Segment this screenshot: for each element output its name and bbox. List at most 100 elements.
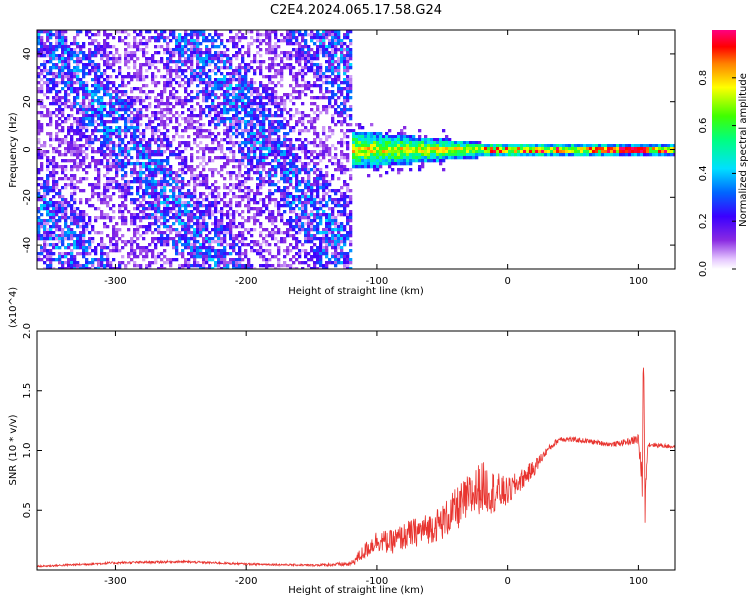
spectrogram-cell: [331, 54, 335, 58]
spectrogram-cell: [238, 249, 242, 253]
spectrogram-cell: [337, 252, 341, 256]
spectrogram-cell: [316, 261, 320, 265]
spectrogram-cell: [79, 126, 83, 130]
spectrogram-cell: [88, 138, 92, 142]
spectrogram-cell: [40, 54, 44, 58]
spectrogram-cell: [67, 183, 71, 187]
spectrogram-cell: [217, 57, 221, 61]
spectrogram-cell: [106, 57, 110, 61]
spectrogram-cell: [181, 195, 185, 199]
spectrogram-cell: [271, 264, 275, 268]
spectrogram-cell: [196, 210, 200, 214]
spectrogram-cell: [142, 213, 146, 217]
spectrogram-cell: [145, 114, 149, 118]
spectrogram-cell: [265, 228, 269, 232]
spectrogram-cell: [301, 204, 305, 208]
spectrogram-cell: [259, 192, 263, 196]
spectrogram-cell: [109, 261, 113, 265]
spectrogram-cell: [208, 48, 212, 52]
spectrogram-cell: [241, 36, 245, 40]
spectrogram-cell: [166, 171, 170, 175]
spectrogram-cell: [307, 33, 311, 37]
spectrogram-cell: [214, 261, 218, 265]
spectrogram-cell: [136, 78, 140, 82]
spectrogram-cell: [148, 195, 152, 199]
spectrogram-cell: [247, 141, 251, 145]
spectrogram-cell: [115, 240, 119, 244]
spectrogram-cell: [202, 246, 206, 250]
spectrogram-cell: [238, 93, 242, 97]
spectrogram-cell: [121, 150, 125, 154]
spectrogram-cell: [313, 204, 317, 208]
spectrogram-cell: [322, 192, 326, 196]
spectrogram-cell: [43, 63, 47, 67]
spectrogram-cell: [40, 150, 44, 154]
spectrogram-cell: [193, 249, 197, 253]
spectrogram-cell: [184, 39, 188, 43]
spectrogram-cell: [310, 222, 314, 226]
spectrogram-cell: [343, 195, 347, 199]
spectrogram-cell: [64, 177, 68, 181]
spectrogram-cell: [277, 228, 281, 232]
spectrogram-cell: [235, 252, 239, 256]
spectrogram-cell: [97, 258, 101, 262]
spectrogram-cell: [313, 96, 317, 100]
spectrogram-cell: [97, 177, 101, 181]
spectrogram-cell: [217, 219, 221, 223]
spectrogram-cell: [265, 129, 269, 133]
spectrogram-cell: [322, 237, 326, 241]
spectrogram-cell: [229, 258, 233, 262]
spectrogram-cell: [217, 264, 221, 268]
spectrogram-cell: [232, 195, 236, 199]
spectrogram-cell: [268, 75, 272, 79]
spectrogram-cell: [193, 213, 197, 217]
spectrogram-cell: [148, 153, 152, 157]
spectrogram-cell: [331, 213, 335, 217]
spectrogram-cell: [67, 231, 71, 235]
spectrogram-cell: [61, 213, 65, 217]
spectrogram-cell: [130, 102, 134, 106]
spectrogram-cell: [259, 42, 263, 46]
spectrogram-cell: [331, 69, 335, 73]
spectrogram-cell: [88, 243, 92, 247]
spectrogram-cell: [46, 96, 50, 100]
spectrogram-cell: [202, 123, 206, 127]
spectrogram-cell: [94, 138, 98, 142]
spectrogram-cell: [94, 90, 98, 94]
spectrogram-cell: [211, 237, 215, 241]
spectrogram-cell: [58, 138, 62, 142]
spectrogram-cell: [118, 108, 122, 112]
spectrogram-cell: [172, 216, 176, 220]
spectrogram-cell: [106, 132, 110, 136]
spectrogram-cell: [259, 93, 263, 97]
spectrogram-cell: [163, 180, 167, 184]
spectrogram-cell: [88, 141, 92, 145]
spectrogram-cell: [178, 186, 182, 190]
spectrogram-cell: [247, 90, 251, 94]
spectrogram-cell: [187, 120, 191, 124]
spectrogram-cell: [196, 249, 200, 253]
spectrogram-cell: [298, 213, 302, 217]
spectrogram-cell: [259, 234, 263, 238]
spectrogram-cell: [187, 117, 191, 121]
spectrogram-cell: [61, 45, 65, 49]
spectrogram-cell: [250, 234, 254, 238]
spectrogram-cell: [67, 150, 71, 154]
spectrogram-cell: [178, 135, 182, 139]
spectrogram-cell: [214, 234, 218, 238]
spectrogram-cell: [55, 147, 59, 151]
spectrogram-cell: [112, 180, 116, 184]
spectrogram-cell: [295, 138, 299, 142]
spectrogram-cell: [103, 63, 107, 67]
spectrogram-cell: [88, 69, 92, 73]
spectrogram-cell: [325, 144, 329, 148]
spectrogram-cell: [136, 204, 140, 208]
spectrogram-cell: [199, 174, 203, 178]
spectrogram-cell: [211, 258, 215, 262]
spectrogram-cell: [166, 105, 170, 109]
spectrogram-cell: [88, 30, 92, 34]
spectrogram-cell: [241, 60, 245, 64]
spectrogram-cell: [97, 42, 101, 46]
spectrogram-cell: [94, 39, 98, 43]
spectrogram-cell: [64, 231, 68, 235]
